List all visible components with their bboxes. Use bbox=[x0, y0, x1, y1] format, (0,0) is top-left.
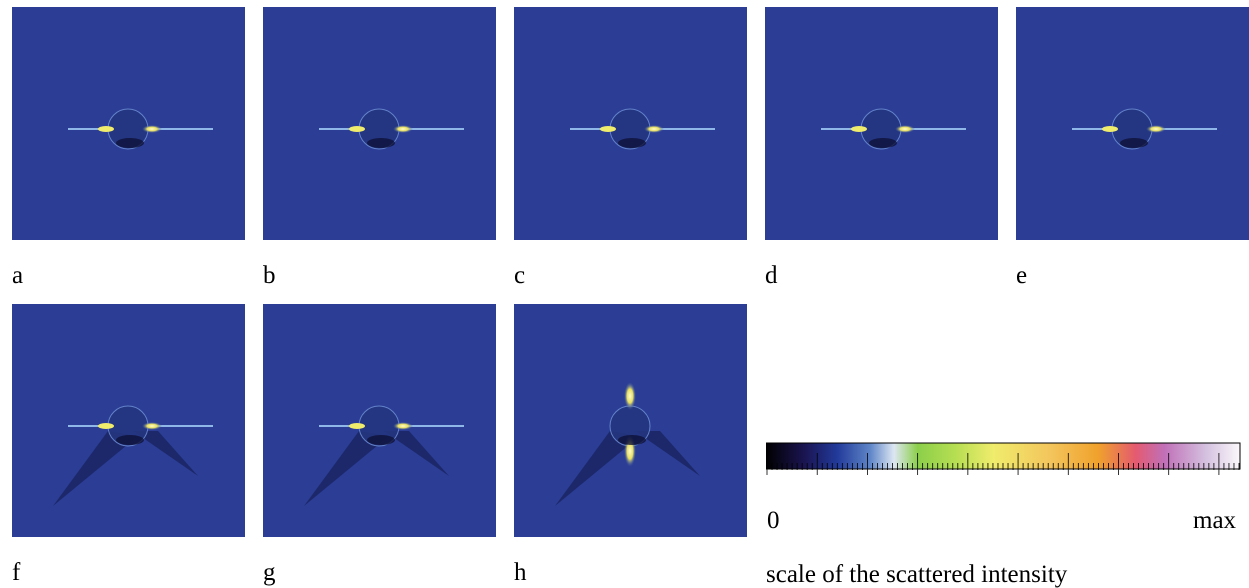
scatter-image bbox=[514, 304, 747, 537]
panel-label: a bbox=[12, 262, 24, 289]
dark-spot bbox=[1120, 138, 1148, 148]
colorbar-max: max bbox=[1193, 507, 1237, 534]
dark-spot bbox=[116, 435, 144, 445]
colorbar-min: 0 bbox=[767, 507, 780, 534]
shadow bbox=[635, 431, 700, 476]
dark-spot bbox=[116, 138, 144, 148]
peak bbox=[600, 126, 616, 132]
peak bbox=[98, 423, 114, 429]
colorbar-ticks bbox=[766, 453, 1240, 475]
peak bbox=[624, 382, 636, 410]
peak bbox=[349, 126, 365, 132]
scatter-image bbox=[263, 7, 496, 240]
scatter-image bbox=[765, 7, 998, 240]
dark-spot bbox=[869, 138, 897, 148]
panel-label: b bbox=[263, 262, 276, 289]
peak bbox=[644, 125, 664, 133]
peak bbox=[851, 126, 867, 132]
dark-spot bbox=[367, 138, 395, 148]
peak bbox=[98, 126, 114, 132]
shadow bbox=[304, 431, 389, 506]
panel-label: d bbox=[765, 262, 778, 289]
shadow bbox=[384, 431, 449, 476]
colorbar bbox=[766, 442, 1241, 475]
panel-label: f bbox=[12, 559, 21, 586]
shadow bbox=[53, 431, 138, 506]
scatter-image bbox=[12, 7, 245, 240]
peak bbox=[1102, 126, 1118, 132]
scatter-image bbox=[514, 7, 747, 240]
panel-label: e bbox=[1016, 262, 1028, 289]
dark-spot bbox=[618, 435, 646, 445]
dark-spot bbox=[367, 435, 395, 445]
peak bbox=[393, 125, 413, 133]
peak bbox=[142, 125, 162, 133]
peak bbox=[895, 125, 915, 133]
scatter-image bbox=[12, 304, 245, 537]
panel-label: g bbox=[263, 559, 276, 586]
scatter-image bbox=[1016, 7, 1249, 240]
peak bbox=[1146, 125, 1166, 133]
peak bbox=[142, 422, 162, 430]
shadow bbox=[555, 431, 640, 506]
peak bbox=[349, 423, 365, 429]
panel-label: c bbox=[514, 262, 526, 289]
shadow bbox=[133, 431, 198, 476]
panel-label: h bbox=[514, 559, 527, 586]
peak bbox=[393, 422, 413, 430]
dark-spot bbox=[618, 138, 646, 148]
colorbar-caption: scale of the scattered intensity bbox=[766, 561, 1068, 588]
scatter-image bbox=[263, 304, 496, 537]
